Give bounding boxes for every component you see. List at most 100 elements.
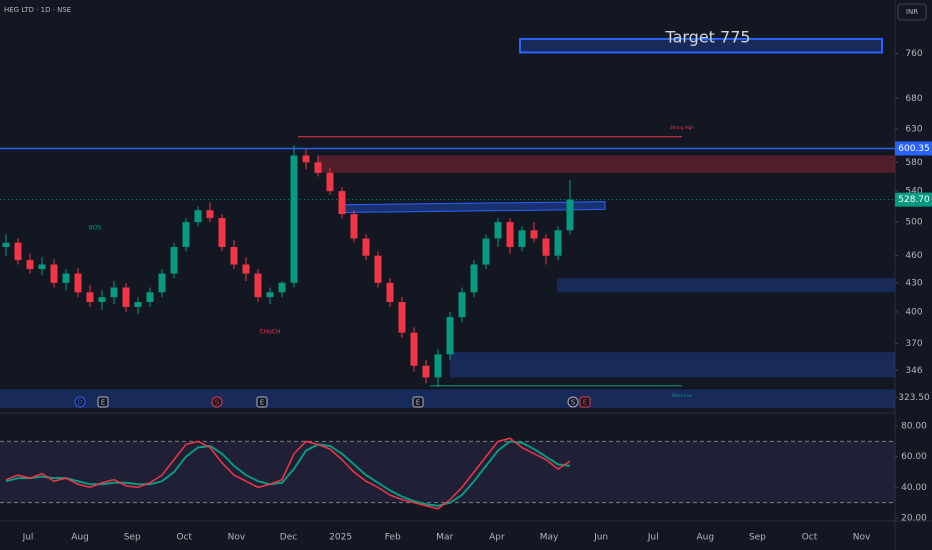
candle-body bbox=[494, 222, 502, 239]
candle-body bbox=[362, 238, 370, 256]
candle-body bbox=[542, 238, 550, 256]
annotation: Weak Low bbox=[672, 393, 693, 398]
x-tick-label: Nov bbox=[853, 533, 871, 543]
x-tick-label: Mar bbox=[436, 533, 453, 543]
candle-body bbox=[266, 292, 274, 298]
candle-body bbox=[98, 297, 106, 303]
candle-body bbox=[218, 218, 226, 248]
currency[interactable]: INR bbox=[906, 8, 918, 16]
price-label-box bbox=[895, 141, 932, 156]
candle-body bbox=[26, 260, 34, 270]
x-tick-label: Feb bbox=[385, 533, 401, 543]
y-tick-label: 400 bbox=[905, 307, 922, 317]
y-tick-label: 630 bbox=[905, 125, 922, 135]
event-label: E bbox=[416, 399, 420, 407]
candle-body bbox=[206, 210, 214, 219]
candle-body bbox=[470, 264, 478, 293]
y-tick-label: 346 bbox=[905, 366, 922, 376]
event-icon bbox=[579, 396, 591, 408]
candle-body bbox=[134, 302, 142, 307]
event-icon bbox=[256, 396, 268, 408]
chart-title: HEG LTD · 1D · NSE bbox=[4, 6, 71, 14]
candle-body bbox=[566, 199, 574, 231]
price-label: 528.70 bbox=[898, 195, 930, 205]
event-label: E bbox=[101, 399, 105, 407]
event-icon bbox=[412, 396, 424, 408]
annotation: BOS bbox=[89, 225, 102, 232]
rsi-tick-label: 20.00 bbox=[901, 514, 927, 524]
y-tick-label: 460 bbox=[905, 251, 922, 261]
target-label: Target 775 bbox=[664, 27, 750, 46]
candle-body bbox=[314, 162, 322, 173]
y-tick-label: 580 bbox=[905, 158, 922, 168]
candle-body bbox=[302, 155, 310, 163]
candle-body bbox=[2, 242, 10, 248]
x-tick-label: Jun bbox=[593, 533, 608, 543]
candle-body bbox=[170, 247, 178, 274]
rsi-tick-label: 40.00 bbox=[901, 483, 927, 493]
annotation: CHoCH bbox=[259, 329, 280, 336]
candle-body bbox=[14, 242, 22, 261]
candle-body bbox=[518, 230, 526, 248]
x-tick-label: Aug bbox=[697, 533, 715, 543]
candle-body bbox=[182, 222, 190, 248]
currency-box[interactable] bbox=[897, 3, 927, 21]
rsi-tick-label: 60.00 bbox=[901, 452, 927, 462]
event-icon bbox=[567, 396, 579, 408]
target-box bbox=[519, 37, 883, 54]
candle-body bbox=[386, 282, 394, 303]
event-label: S bbox=[215, 399, 220, 407]
annotation: Strong High bbox=[670, 125, 694, 130]
candle-body bbox=[458, 292, 466, 318]
candle-body bbox=[38, 264, 46, 270]
candle-body bbox=[110, 287, 118, 298]
y-tick-label: 680 bbox=[905, 94, 922, 104]
event-icon bbox=[97, 396, 109, 408]
rsi-tick-label: 80.00 bbox=[901, 422, 927, 432]
candle-body bbox=[254, 273, 262, 298]
y-tick-label: 430 bbox=[905, 278, 922, 288]
candle-body bbox=[446, 317, 454, 355]
candle-body bbox=[146, 292, 154, 303]
y-tick-label: 540 bbox=[905, 187, 922, 197]
x-tick-label: Apr bbox=[489, 533, 505, 543]
rsi-line bbox=[5, 437, 571, 510]
x-tick-label: May bbox=[540, 533, 559, 543]
candle-body bbox=[290, 155, 298, 283]
event-label: E bbox=[583, 399, 587, 407]
y-tick-label: 370 bbox=[905, 339, 922, 349]
price-label: 600.35 bbox=[898, 144, 930, 154]
candle-body bbox=[410, 332, 418, 366]
candle-body bbox=[50, 264, 58, 283]
x-tick-label: Oct bbox=[802, 533, 818, 543]
x-tick-label: 2025 bbox=[329, 533, 352, 543]
candle-body bbox=[62, 273, 70, 283]
x-tick-label: Oct bbox=[177, 533, 193, 543]
x-tick-label: Nov bbox=[228, 533, 246, 543]
x-tick-label: Sep bbox=[124, 533, 141, 543]
candle-body bbox=[326, 172, 334, 192]
event-label: E bbox=[260, 399, 264, 407]
candle-body bbox=[422, 365, 430, 378]
x-tick-label: Jul bbox=[22, 533, 34, 543]
event-label: D bbox=[77, 399, 82, 407]
candle-body bbox=[434, 354, 442, 378]
price-label-box bbox=[895, 192, 932, 207]
candle-body bbox=[374, 255, 382, 283]
rsi-band-fill bbox=[0, 441, 895, 503]
x-tick-label: Aug bbox=[71, 533, 89, 543]
candle-body bbox=[242, 264, 250, 274]
y-tick-label: 760 bbox=[905, 49, 922, 59]
candle-body bbox=[86, 292, 94, 303]
candle-body bbox=[554, 230, 562, 256]
y-tick-label: 500 bbox=[905, 218, 922, 228]
candle-body bbox=[278, 282, 286, 293]
event-icon bbox=[74, 396, 86, 408]
x-tick-label: Jul bbox=[647, 533, 659, 543]
candle-body bbox=[350, 214, 358, 239]
candle-body bbox=[530, 230, 538, 239]
x-tick-label: Sep bbox=[749, 533, 766, 543]
candle-body bbox=[194, 210, 202, 223]
